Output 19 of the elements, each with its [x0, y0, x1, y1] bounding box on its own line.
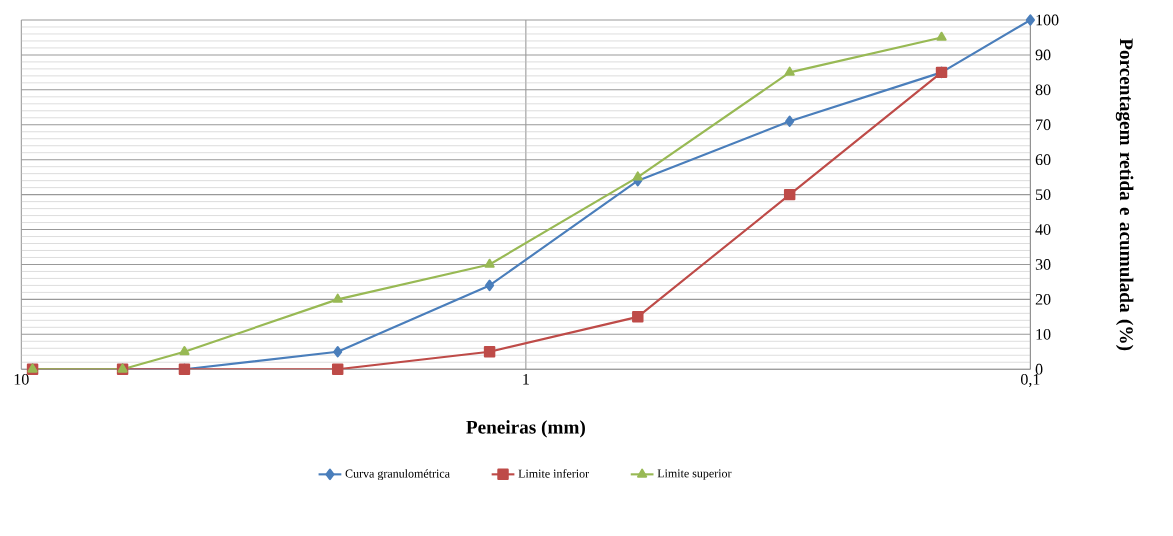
y-tick-label: 10	[1036, 328, 1051, 340]
y-tick-label: 0	[1035, 363, 1043, 375]
x-axis-title: Peneiras (mm)	[466, 420, 585, 438]
legend-label: Curva granulométrica	[345, 469, 450, 481]
y-tick-label: 90	[1035, 49, 1051, 61]
legend-label: Limite superior	[657, 469, 732, 480]
legend-label: Limite inferior	[518, 469, 589, 478]
x-tick-label: 1	[523, 374, 529, 385]
y-tick-label: 80	[1035, 84, 1051, 96]
y-tick-label: 50	[1036, 189, 1051, 201]
y-tick-label: 30	[1035, 259, 1051, 270]
y-tick-label: 40	[1035, 224, 1051, 235]
y-tick-label: 70	[1036, 119, 1051, 131]
x-tick-label: 10	[14, 374, 29, 385]
y-axis-title: Porcentagem retida e acumulada (%)	[1115, 38, 1134, 351]
y-tick-label: 60	[1035, 154, 1051, 166]
x-tick-label: 0,1	[1020, 374, 1040, 388]
y-tick-label: 100	[1036, 14, 1059, 26]
y-tick-label: 20	[1035, 294, 1051, 305]
